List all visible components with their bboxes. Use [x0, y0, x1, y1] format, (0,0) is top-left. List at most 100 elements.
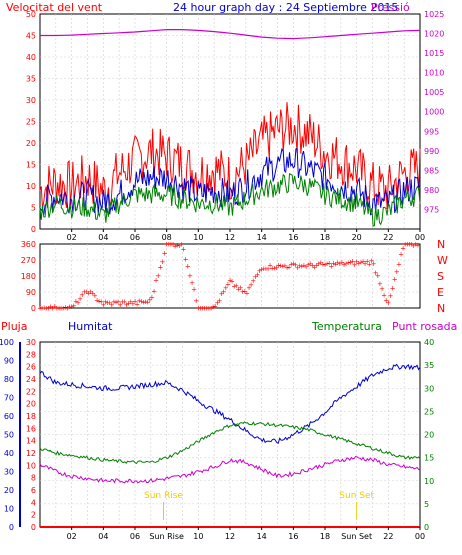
rain-title: Pluja [1, 320, 27, 333]
direction-point: + [282, 262, 288, 270]
bottom-series-line-1 [39, 421, 421, 465]
direction-point: + [398, 251, 404, 259]
direction-point: + [255, 271, 261, 279]
temp-humidity-x-axis: 02 04 06 Sun Rise 10 12 14 16 18 Sun Set 22 00 [67, 527, 425, 541]
rain-y-tick-label: 6 [31, 486, 36, 495]
direction-point: + [214, 299, 220, 307]
direction-point: + [404, 241, 410, 249]
direction-point: + [52, 303, 58, 311]
compass-label: N [437, 238, 445, 251]
direction-point: + [90, 289, 96, 297]
direction-point: + [149, 294, 155, 302]
sunrise-label: Sun Rise [144, 491, 183, 501]
direction-point: + [244, 289, 250, 297]
direction-point: + [350, 258, 356, 266]
direction-point: + [284, 264, 290, 272]
direction-point: + [98, 298, 104, 306]
direction-point: + [67, 303, 73, 311]
direction-point: + [280, 262, 286, 270]
humidity-y-tick-label: 80 [4, 375, 14, 384]
bottom-x-tick-label: 10 [193, 532, 203, 541]
direction-point: + [396, 260, 402, 268]
direction-point: + [402, 241, 408, 249]
direction-point: + [206, 305, 212, 313]
direction-point: + [77, 295, 83, 303]
temperature-y-tick-label: 15 [424, 454, 434, 463]
direction-point: + [369, 257, 375, 265]
wind-speed-series [39, 29, 421, 227]
direction-point: + [160, 258, 166, 266]
direction-point: + [221, 288, 227, 296]
pressure-y-tick-label: 1010 [424, 69, 444, 78]
direction-y-tick-label: 270 [21, 256, 36, 265]
wind-speed-title: Velocitat del vent [6, 1, 103, 14]
direction-point: + [56, 305, 62, 313]
direction-point: + [153, 277, 159, 285]
direction-point: + [400, 244, 406, 252]
direction-point: + [132, 297, 138, 305]
direction-point: + [343, 260, 349, 268]
wind-x-tick-label: 16 [288, 233, 298, 242]
direction-point: + [392, 276, 398, 284]
rain-y-tick-label: 28 [26, 350, 36, 359]
direction-point: + [134, 300, 140, 308]
direction-point: + [248, 281, 254, 289]
compass-label: E [437, 286, 444, 299]
bottom-x-tick-label: 04 [98, 532, 108, 541]
bottom-x-tick-label: 22 [383, 532, 393, 541]
direction-point: + [252, 273, 258, 281]
direction-point: + [130, 300, 136, 308]
wind-direction-grid [40, 244, 420, 308]
wind-speed-x-axis: 02 04 06 08 10 12 14 16 18 20 22 00 [67, 229, 425, 242]
temperature-y-tick-label: 40 [424, 338, 434, 347]
pressure-y-tick-label: 1015 [424, 49, 444, 58]
direction-point: + [371, 260, 377, 268]
wind-speed-y-axis: 0 5 10 15 20 25 30 35 40 45 50 [26, 10, 36, 234]
direction-point: + [225, 280, 231, 288]
wind-direction-y-axis: 0 90 180 270 360 [21, 240, 36, 313]
direction-point: + [179, 241, 185, 249]
direction-point: + [290, 260, 296, 268]
wind-y-tick-label: 35 [26, 75, 36, 84]
pressure-y-tick-label: 975 [424, 205, 439, 214]
humidity-y-tick-label: 60 [4, 412, 14, 421]
direction-point: + [81, 288, 87, 296]
direction-point: + [117, 301, 123, 309]
pressure-y-tick-label: 1025 [424, 10, 444, 19]
wind-y-tick-label: 10 [26, 182, 36, 191]
direction-y-tick-label: 90 [26, 288, 36, 297]
direction-point: + [373, 269, 379, 277]
direction-point: + [362, 260, 368, 268]
direction-point: + [333, 261, 339, 269]
pressure-title: Pressió [371, 1, 410, 14]
direction-point: + [107, 299, 113, 307]
direction-point: + [170, 241, 176, 249]
direction-point: + [138, 297, 144, 305]
direction-point: + [195, 305, 201, 313]
direction-point: + [322, 261, 328, 269]
bottom-x-tick-label: 16 [288, 532, 298, 541]
direction-point: + [231, 282, 237, 290]
direction-point: + [356, 260, 362, 268]
pressure-y-tick-label: 980 [424, 186, 439, 195]
direction-point: + [210, 303, 216, 311]
bottom-x-tick-label: Sun Set [341, 532, 372, 541]
temperature-y-tick-label: 5 [424, 500, 429, 509]
bottom-x-tick-label: 02 [67, 532, 77, 541]
direction-point: + [58, 305, 64, 313]
direction-point: + [354, 258, 360, 266]
temperature-y-tick-label: 30 [424, 384, 434, 393]
direction-point: + [147, 296, 153, 304]
humidity-y-tick-label: 0 [9, 523, 14, 532]
direction-point: + [381, 291, 387, 299]
wind-series-line-3 [40, 29, 421, 40]
pressure-y-tick-label: 1000 [424, 108, 444, 117]
pressure-y-tick-label: 1005 [424, 88, 444, 97]
humidity-y-tick-label: 100 [0, 338, 14, 347]
direction-point: + [212, 303, 218, 311]
direction-point: + [240, 288, 246, 296]
direction-point: + [305, 261, 311, 269]
wind-x-tick-label: 20 [352, 233, 362, 242]
wind-y-tick-label: 20 [26, 139, 36, 148]
